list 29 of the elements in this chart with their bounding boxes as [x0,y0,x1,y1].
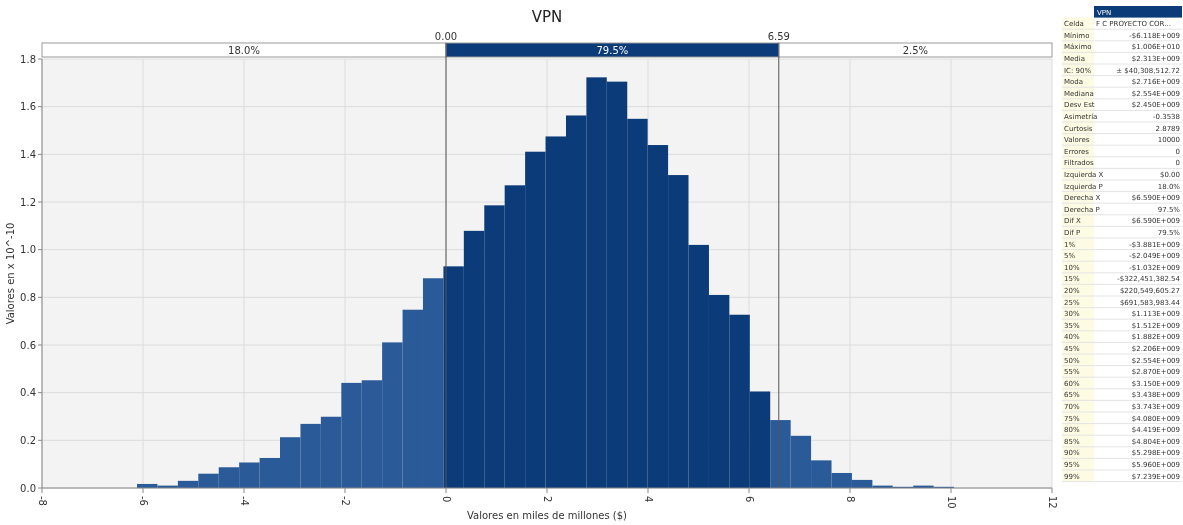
y-tick-label: 0.2 [20,434,36,446]
chart-title: VPN [531,8,563,26]
y-tick-label: 1.2 [20,196,36,208]
x-tick-label: 12 [1046,496,1058,509]
x-tick-label: -6 [137,496,149,506]
y-tick-label: 1.0 [20,244,36,256]
y-axis-title: Valores en x 10^-10 [5,222,16,325]
x-tick-label: -4 [238,496,250,506]
y-tick-label: 0.6 [20,339,36,351]
x-axis-title: Valores en miles de millones ($) [467,510,628,521]
text: 18.0% [228,45,260,56]
x-tick-label: 2 [541,496,553,503]
ref-line-label: 0.00 [434,31,458,42]
y-tick-label: 1.6 [20,101,36,113]
ref-line-label: 6.59 [767,31,790,42]
y-tick-label: 1.8 [20,53,36,65]
y-tick-label: 0.0 [20,482,36,494]
text: 2.5% [902,45,929,56]
y-tick-label: 0.4 [20,387,36,399]
text: 79.5% [596,45,629,56]
y-tick-label: 0.8 [20,291,36,303]
x-tick-label: 10 [945,496,957,509]
x-tick-label: 6 [743,496,755,503]
x-tick-label: 4 [642,496,654,503]
y-tick-label: 1.4 [20,148,36,160]
x-tick-label: -2 [339,496,351,506]
x-tick-label: 0 [440,496,452,503]
x-tick-label: 8 [844,496,856,503]
x-tick-label: -8 [36,496,48,506]
